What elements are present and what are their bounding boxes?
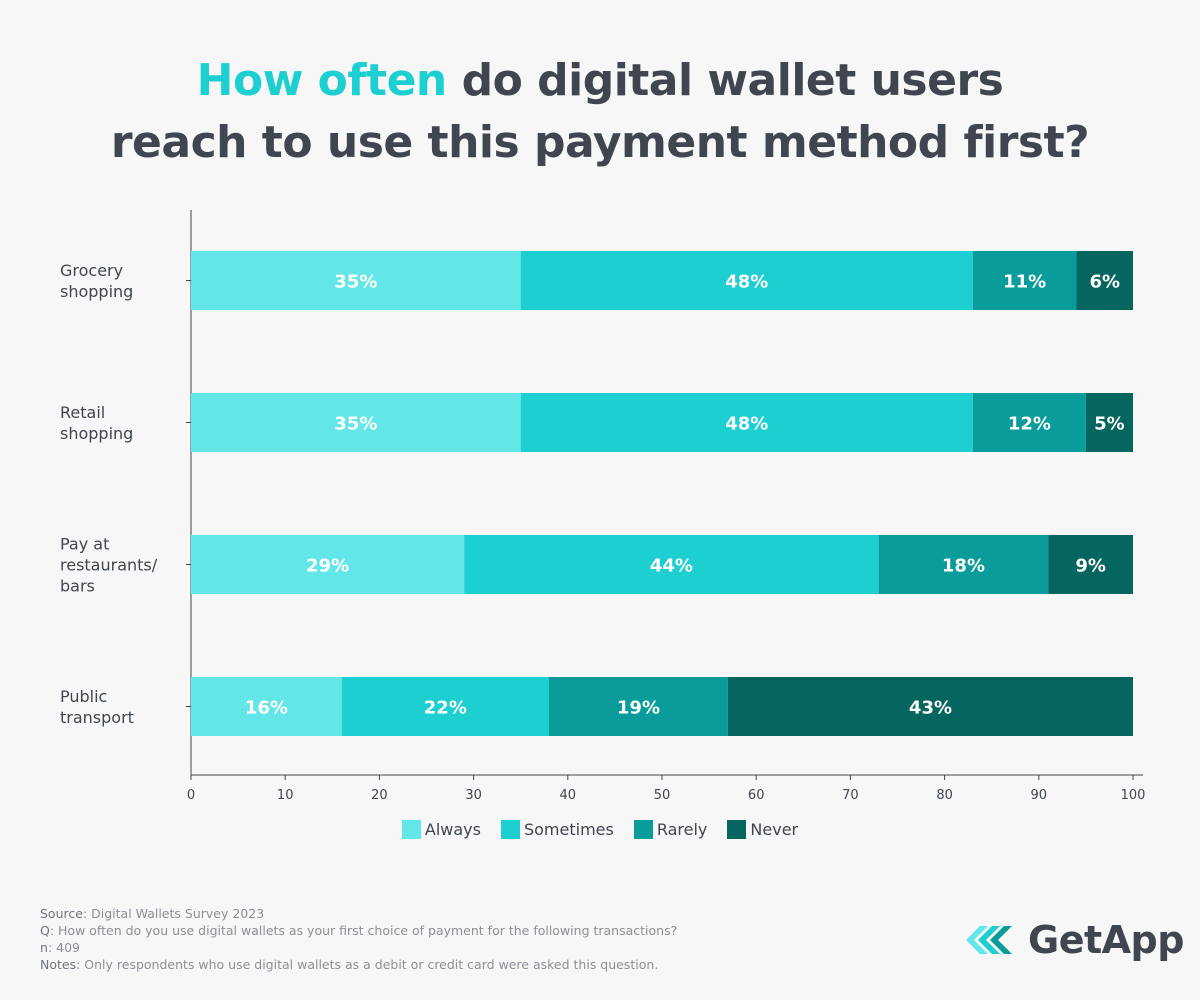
chart-legend: Always Sometimes Rarely Never [0, 820, 1200, 839]
bar-segment-never [727, 677, 1133, 736]
question-line: Q: How often do you use digital wallets … [40, 923, 678, 938]
bar-segment-never [1048, 535, 1133, 594]
x-tick-label: 60 [748, 788, 765, 803]
x-tick-label: 100 [1121, 788, 1146, 803]
getapp-chevrons-icon [966, 926, 1012, 954]
legend-swatch [500, 820, 520, 839]
bar-segment-sometimes [341, 677, 549, 736]
source-line: Source: Digital Wallets Survey 2023 [40, 906, 265, 921]
data-label: 22% [424, 698, 467, 719]
data-label: 35% [334, 272, 377, 293]
bar-segment-rarely [548, 677, 728, 736]
x-tick-label: 0 [187, 788, 195, 803]
data-label: 48% [725, 272, 768, 293]
x-tick-label: 50 [654, 788, 671, 803]
data-label: 44% [650, 556, 693, 577]
title-line-1: How often do digital wallet users [0, 50, 1200, 112]
data-label: 35% [334, 414, 377, 435]
sample-size-line: n: 409 [40, 940, 80, 955]
bar-segment-always [191, 535, 465, 594]
getapp-logo: GetApp [962, 918, 1184, 962]
title-rest: do digital wallet users [461, 55, 1004, 106]
x-tick-label: 70 [842, 788, 859, 803]
data-label: 6% [1089, 272, 1120, 293]
legend-label: Rarely [656, 820, 708, 839]
legend-swatch [401, 820, 421, 839]
data-label: 16% [245, 698, 288, 719]
category-label: Retail shopping [60, 403, 133, 443]
legend-item-rarely: Rarely [633, 820, 708, 839]
x-tick-label: 20 [371, 788, 388, 803]
data-label: 29% [306, 556, 349, 577]
legend-item-never: Never [727, 820, 798, 839]
notes-line: Notes: Only respondents who use digital … [40, 957, 659, 972]
legend-label: Sometimes [523, 820, 614, 839]
category-label: Public transport [60, 687, 134, 727]
bar-segment-rarely [972, 393, 1086, 452]
category-label: Grocery shopping [60, 261, 133, 301]
legend-swatch [727, 820, 747, 839]
legend-label: Always [424, 820, 481, 839]
x-tick-label: 10 [277, 788, 294, 803]
bar-segment-always [191, 677, 342, 736]
bar-segment-always [191, 251, 521, 310]
data-label: 18% [942, 556, 985, 577]
stacked-bar-chart: 0 10 20 30 40 50 60 70 80 90 100 Grocery shopping 35%… [60, 210, 1146, 803]
x-tick-label: 80 [936, 788, 953, 803]
bar-segment-never [1076, 251, 1133, 310]
x-tick-label: 40 [560, 788, 577, 803]
data-label: 19% [617, 698, 660, 719]
data-label: 5% [1094, 414, 1125, 435]
legend-item-always: Always [401, 820, 481, 839]
x-tick-label: 90 [1031, 788, 1048, 803]
bar-segment-sometimes [464, 535, 879, 594]
bar-segment-rarely [972, 251, 1077, 310]
logo-text: GetApp [1028, 918, 1184, 962]
bar-segment-sometimes [520, 393, 973, 452]
legend-label: Never [750, 820, 799, 839]
title-accent: How often [196, 55, 448, 106]
chart-title: How often do digital wallet users reach … [0, 50, 1200, 174]
legend-item-sometimes: Sometimes [500, 820, 614, 839]
x-tick-label: 30 [465, 788, 482, 803]
category-label: Pay at restaurants/bars [60, 535, 158, 596]
bar-segment-rarely [878, 535, 1049, 594]
data-label: 12% [1008, 414, 1051, 435]
data-label: 48% [725, 414, 768, 435]
title-line-2: reach to use this payment method first? [110, 117, 1090, 168]
data-label: 9% [1075, 556, 1106, 577]
data-label: 11% [1003, 272, 1046, 293]
footer-notes: Source: Digital Wallets Survey 2023 Q: H… [40, 905, 677, 973]
bar-segment-always [191, 393, 521, 452]
bar-segment-never [1085, 393, 1133, 452]
legend-swatch [633, 820, 653, 839]
bar-segment-sometimes [520, 251, 973, 310]
data-label: 43% [909, 698, 952, 719]
